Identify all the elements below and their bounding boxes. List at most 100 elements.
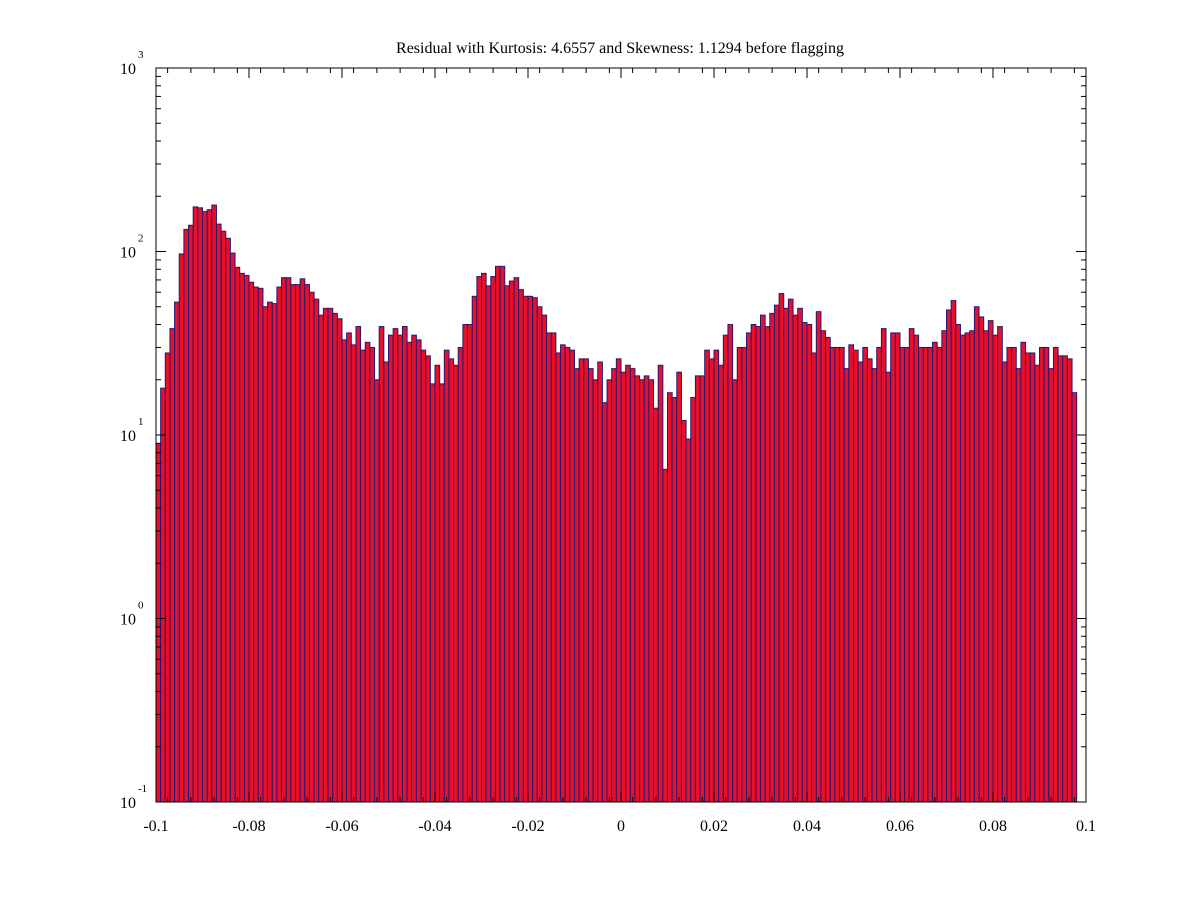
histogram-bar <box>908 328 915 803</box>
histogram-bar <box>364 341 371 803</box>
histogram-bar <box>1048 368 1054 803</box>
histogram-bar <box>1001 361 1008 803</box>
histogram-bar <box>164 352 171 803</box>
histogram-bar <box>239 272 245 803</box>
histogram-bar <box>657 364 664 803</box>
histogram-bar <box>922 346 929 803</box>
histogram-bar <box>574 368 580 803</box>
histogram-bar <box>499 265 506 803</box>
histogram-bar <box>401 326 408 803</box>
histogram-bar <box>1025 352 1031 803</box>
histogram-bar <box>369 346 376 803</box>
histogram-bar <box>160 387 166 803</box>
histogram-bar <box>415 339 422 803</box>
histogram-bar <box>718 364 724 803</box>
histogram-bar <box>941 330 947 803</box>
histogram-bar <box>671 397 678 803</box>
histogram-bar <box>522 295 529 803</box>
histogram-bar <box>890 332 896 803</box>
histogram-bar <box>527 295 534 803</box>
histogram-bar <box>843 368 850 803</box>
histogram-bar <box>434 364 441 803</box>
x-tick-label: -0.1 <box>143 818 168 835</box>
y-tick-label-base: 10 <box>120 612 136 629</box>
histogram-bar <box>476 276 483 803</box>
y-tick-label-exponent: 0 <box>138 600 144 612</box>
histogram-bar <box>1057 355 1064 803</box>
histogram-bar <box>494 265 501 803</box>
histogram-bar <box>880 328 887 803</box>
chart-title: Residual with Kurtosis: 4.6557 and Skewn… <box>396 40 844 57</box>
histogram-bar <box>913 334 920 803</box>
histogram-bar <box>732 379 738 803</box>
histogram-bar <box>569 349 575 803</box>
histogram-bar <box>541 314 548 803</box>
histogram-bar <box>467 324 473 803</box>
histogram-bar <box>518 289 524 803</box>
y-tick-label-base: 10 <box>120 61 136 78</box>
histogram-bar <box>820 330 827 803</box>
histogram-bar <box>411 334 417 803</box>
histogram-bar <box>341 339 348 803</box>
histogram-bar <box>490 276 496 803</box>
histogram-bar <box>918 346 924 803</box>
histogram-bar <box>564 346 571 803</box>
histogram-bar <box>876 346 882 803</box>
histogram-bar <box>1043 346 1050 803</box>
histogram-bar <box>202 211 208 803</box>
histogram-bar <box>471 295 478 803</box>
y-tick-label-exponent: 1 <box>138 416 144 428</box>
histogram-bar <box>336 318 343 803</box>
histogram-bar <box>639 379 645 803</box>
histogram-bar <box>304 284 310 803</box>
y-tick-label-base: 10 <box>120 795 136 812</box>
histogram-bar <box>536 306 543 803</box>
histogram-bar <box>653 407 659 803</box>
histogram-bar <box>606 379 613 803</box>
histogram-bar <box>206 209 213 803</box>
histogram-bar <box>829 346 836 803</box>
histogram-bar <box>388 334 394 803</box>
histogram-bar <box>760 314 766 803</box>
x-tick-label: 0.08 <box>979 818 1007 835</box>
histogram-bar <box>257 287 264 803</box>
histogram-bar <box>806 324 813 803</box>
histogram-bar <box>271 303 278 803</box>
y-tick-label-base: 10 <box>120 245 136 262</box>
histogram-bar <box>397 334 403 803</box>
histogram-bar <box>997 326 1003 803</box>
histogram-bar <box>611 368 617 803</box>
histogram-bar <box>764 326 771 803</box>
histogram-bar <box>169 328 176 803</box>
histogram-bar <box>857 361 864 803</box>
histogram-bar <box>550 332 557 803</box>
histogram-bar <box>946 309 952 803</box>
x-tick-label: -0.02 <box>511 818 544 835</box>
histogram-bar <box>811 352 817 803</box>
histogram-bar <box>615 358 622 803</box>
histogram-bar <box>727 324 734 803</box>
histogram-bar <box>634 375 641 803</box>
histogram-bar <box>643 375 650 803</box>
x-tick-label: 0.06 <box>886 818 914 835</box>
histogram-bar <box>694 375 701 803</box>
histogram-bar <box>1034 364 1040 803</box>
histogram-bar <box>690 397 696 803</box>
histogram-bar <box>546 332 552 803</box>
histogram-bar <box>281 277 287 803</box>
histogram-bar <box>267 301 273 803</box>
histogram-bar <box>383 361 390 803</box>
histogram-bar <box>746 332 752 803</box>
histogram-bar <box>313 298 320 803</box>
histogram-bar <box>462 324 469 803</box>
histogram-bar <box>308 291 315 803</box>
histogram-bar <box>722 334 729 803</box>
histogram-bar <box>1066 358 1073 803</box>
histogram-bar <box>787 298 794 803</box>
histogram-bar <box>853 349 859 803</box>
histogram-bar <box>778 293 785 803</box>
x-tick-label: 0 <box>617 818 625 835</box>
histogram-bar <box>374 379 380 803</box>
histogram-bar <box>927 346 934 803</box>
x-tick-label: 0.1 <box>1076 818 1096 835</box>
